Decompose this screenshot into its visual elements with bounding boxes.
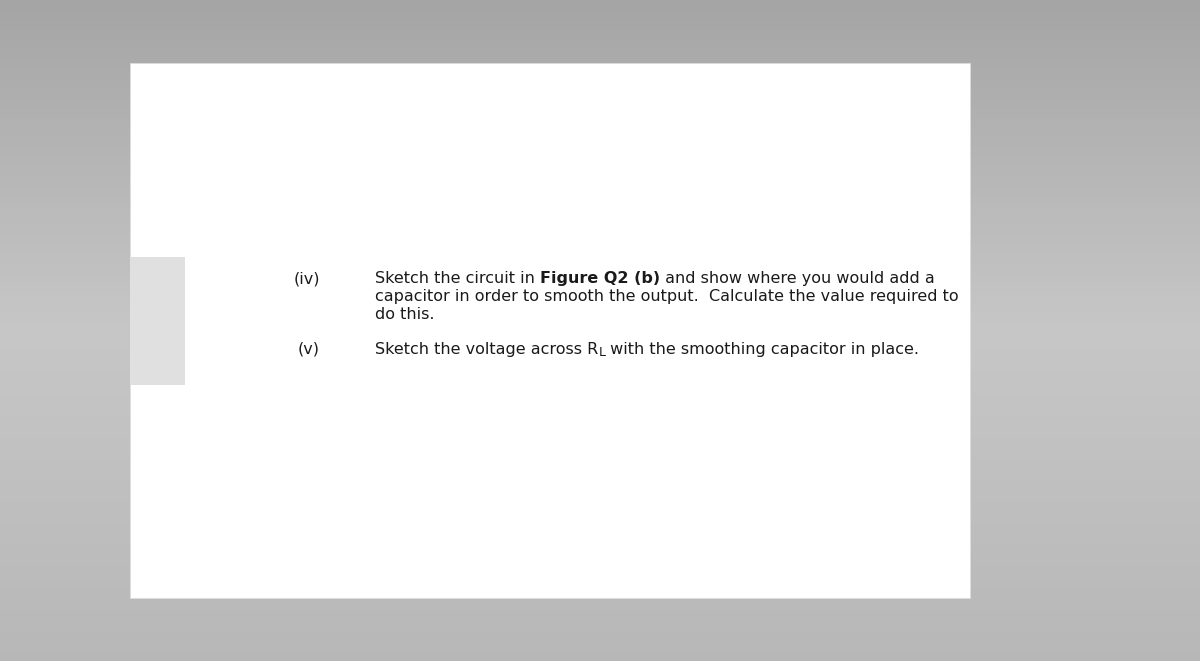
Text: L: L — [599, 346, 605, 359]
Text: do this.: do this. — [374, 307, 434, 322]
Text: Figure Q2 (b): Figure Q2 (b) — [540, 271, 660, 286]
Text: Sketch the voltage across R: Sketch the voltage across R — [374, 342, 599, 357]
Bar — [130, 257, 185, 385]
Text: Sketch the circuit in: Sketch the circuit in — [374, 271, 540, 286]
Text: capacitor in order to smooth the output.  Calculate the value required to: capacitor in order to smooth the output.… — [374, 289, 959, 304]
Bar — [130, 63, 970, 598]
Text: (v): (v) — [298, 342, 320, 357]
Text: (iv): (iv) — [294, 271, 320, 286]
Text: and show where you would add a: and show where you would add a — [660, 271, 935, 286]
Text: with the smoothing capacitor in place.: with the smoothing capacitor in place. — [605, 342, 919, 357]
